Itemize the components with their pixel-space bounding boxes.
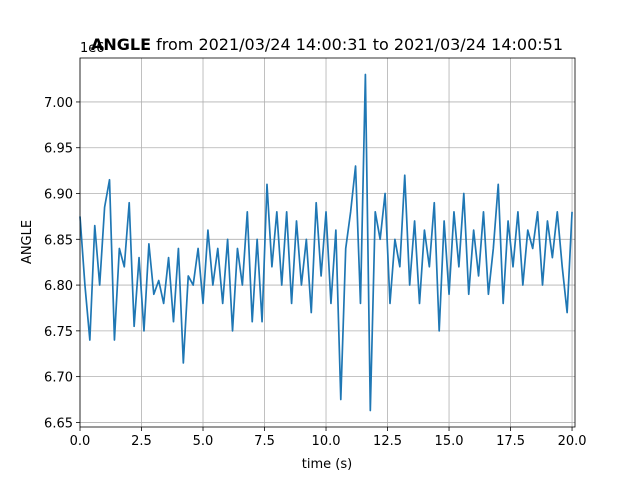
x-tick-label: 7.5 (254, 434, 275, 449)
x-tick-label: 2.5 (131, 434, 152, 449)
y-tick-label: 6.75 (44, 325, 73, 340)
y-tick-label: 6.80 (44, 279, 73, 294)
y-tick-label: 6.70 (44, 371, 73, 386)
y-tick-label: 6.85 (44, 233, 73, 248)
title-bold: ANGLE (91, 35, 151, 54)
x-tick-label: 5.0 (193, 434, 214, 449)
x-tick-label: 20.0 (558, 434, 587, 449)
data-line (79, 73, 573, 412)
x-axis-label: time (s) (302, 457, 352, 472)
title-rest: from 2021/03/24 14:00:31 to 2021/03/24 1… (151, 35, 563, 54)
x-tick-label: 0.0 (70, 434, 91, 449)
x-tick-label: 15.0 (435, 434, 464, 449)
x-tick-label: 17.5 (496, 434, 525, 449)
y-offset-label: 1e6 (80, 41, 105, 56)
x-tick-label: 10.0 (312, 434, 341, 449)
y-tick-label: 6.95 (44, 142, 73, 157)
y-tick-label: 7.00 (44, 96, 73, 111)
y-axis-label: ANGLE (20, 220, 35, 264)
chart-title: ANGLE from 2021/03/24 14:00:31 to 2021/0… (91, 35, 563, 54)
y-tick-label: 6.65 (44, 416, 73, 431)
x-tick-label: 12.5 (373, 434, 402, 449)
y-tick-label: 6.90 (44, 188, 73, 203)
plot-frame (79, 57, 576, 428)
